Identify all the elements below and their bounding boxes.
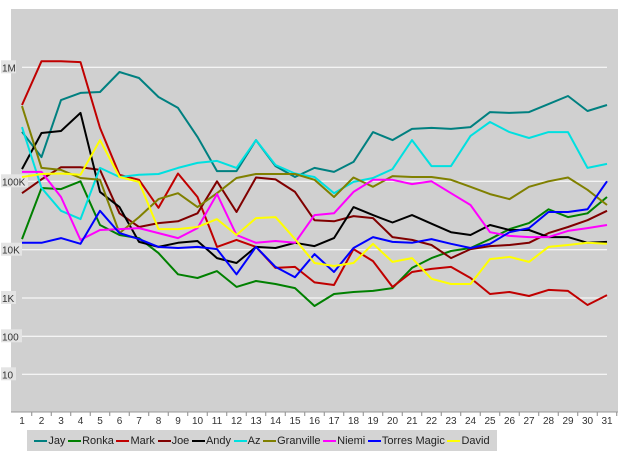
legend-item: Andy (191, 434, 232, 447)
legend-swatch (233, 439, 247, 442)
x-tick-label: 29 (562, 416, 574, 427)
legend-item: Joe (157, 434, 190, 447)
y-tick-label: 10K (2, 246, 20, 257)
legend-swatch (191, 439, 205, 442)
x-tick-label: 11 (212, 416, 223, 427)
legend-label: Niemi (337, 434, 366, 447)
y-tick-label-bg (1, 60, 16, 74)
legend-swatch (323, 439, 337, 442)
series-line-joe (21, 166, 608, 260)
legend-swatch (34, 439, 48, 442)
series-line-niemi (22, 170, 608, 244)
y-tick-label-bg (1, 291, 16, 304)
x-tick-label: 23 (445, 416, 457, 427)
y-tick-label: 1M (2, 63, 16, 74)
x-tick-label: 25 (484, 416, 496, 427)
legend-item: Az (233, 434, 261, 447)
legend-swatch (68, 439, 82, 442)
legend: Jay Ronka Mark Joe Andy Az Granville Niemi Torre… (27, 430, 497, 451)
x-tick-label: 4 (78, 416, 84, 427)
x-tick-label: 2 (39, 416, 45, 427)
legend-label: Jay (48, 434, 66, 447)
x-tick-label: 19 (367, 416, 379, 427)
x-tick-label: 16 (309, 416, 321, 427)
series-line-mark (21, 60, 608, 306)
y-tick-label-bg (1, 174, 28, 188)
series-line-torres-magic (22, 180, 608, 279)
x-tick-label: 18 (348, 416, 360, 427)
legend-item: Torres Magic (367, 434, 445, 447)
y-tick-label: 100 (2, 332, 19, 343)
legend-label: David (461, 434, 490, 447)
legend-label: Andy (205, 434, 232, 447)
x-tick-label: 13 (250, 416, 262, 427)
y-tick-label-bg (1, 367, 16, 381)
legend-item: Ronka (68, 435, 114, 447)
x-tick-label: 31 (601, 416, 613, 427)
series-line-david (21, 139, 608, 285)
legend-label: Torres Magic (381, 434, 445, 447)
y-tick-label-bg (1, 242, 22, 256)
series-line-jay (21, 71, 608, 178)
legend-item: Granville (263, 434, 321, 447)
legend-label: Joe (171, 434, 190, 447)
y-tick-label: 1K (2, 294, 15, 305)
x-tick-label: 26 (504, 416, 516, 427)
x-tick-label: 28 (543, 416, 555, 427)
x-tick-label: 22 (426, 416, 438, 427)
legend-label: Granville (277, 434, 321, 447)
x-tick-label: 9 (175, 416, 181, 427)
legend-item: Mark (116, 434, 155, 447)
legend-label: Az (247, 434, 261, 447)
x-tick-label: 7 (136, 416, 142, 427)
legend-item: Jay (34, 435, 65, 447)
x-tick-label: 12 (231, 416, 243, 427)
legend-item: David (447, 434, 490, 447)
legend-swatch (157, 439, 171, 442)
x-tick-label: 14 (270, 416, 282, 427)
x-tick-label: 3 (58, 416, 64, 427)
x-tick-label: 10 (192, 416, 204, 427)
legend-swatch (263, 439, 277, 442)
y-tick-label-bg (1, 329, 22, 343)
y-tick-label: 100K (2, 177, 26, 188)
y-tick-label: 10 (2, 370, 14, 381)
legend-swatch (116, 439, 130, 442)
x-tick-label: 8 (156, 416, 162, 427)
x-tick-label: 30 (582, 416, 594, 427)
x-tick-label: 20 (387, 416, 399, 427)
legend-item: Niemi (323, 435, 365, 447)
legend-swatch (367, 439, 381, 442)
x-tick-label: 6 (117, 416, 123, 427)
plot-area (11, 9, 618, 412)
x-tick-label: 24 (465, 416, 477, 427)
x-tick-label: 27 (523, 416, 535, 427)
x-tick-label: 17 (328, 416, 340, 427)
x-tick-label: 21 (406, 416, 418, 427)
x-tick-label: 1 (19, 416, 25, 427)
legend-label: Mark (130, 434, 155, 447)
x-tick-label: 15 (289, 416, 301, 427)
legend-label: Ronka (82, 434, 114, 447)
series-line-andy (21, 111, 608, 264)
x-tick-label: 5 (97, 416, 103, 427)
legend-swatch (447, 439, 461, 442)
